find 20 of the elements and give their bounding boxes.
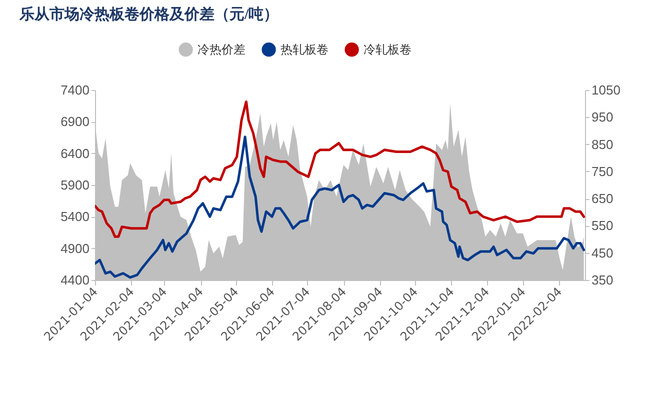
y2-tick-label: 750	[592, 164, 614, 179]
y2-tick-label: 650	[592, 191, 614, 206]
legend-label: 热轧板卷	[280, 42, 328, 57]
y-tick-label: 4400	[60, 272, 90, 288]
y2-tick-label: 450	[592, 245, 614, 260]
y2-tick-label: 350	[592, 272, 614, 288]
y2-tick-label: 850	[592, 136, 614, 152]
y-tick-label: 6900	[60, 114, 90, 130]
y2-tick-label: 1050	[592, 82, 620, 98]
y-tick-label: 6400	[60, 146, 90, 161]
y-tick-label: 5900	[60, 178, 90, 192]
y-tick-label: 7400	[60, 82, 90, 98]
chart-title: 乐从市场冷热板卷价格及价差（元/吨）	[18, 5, 279, 23]
line-series	[95, 100, 585, 238]
y2-tick-label: 950	[592, 110, 614, 125]
y-tick-label: 4900	[60, 240, 90, 256]
y-tick-label: 5400	[60, 209, 90, 224]
legend-label: 冷热价差	[197, 42, 246, 57]
legend-label: 冷轧板卷	[363, 42, 412, 57]
y2-tick-label: 550	[592, 218, 614, 234]
